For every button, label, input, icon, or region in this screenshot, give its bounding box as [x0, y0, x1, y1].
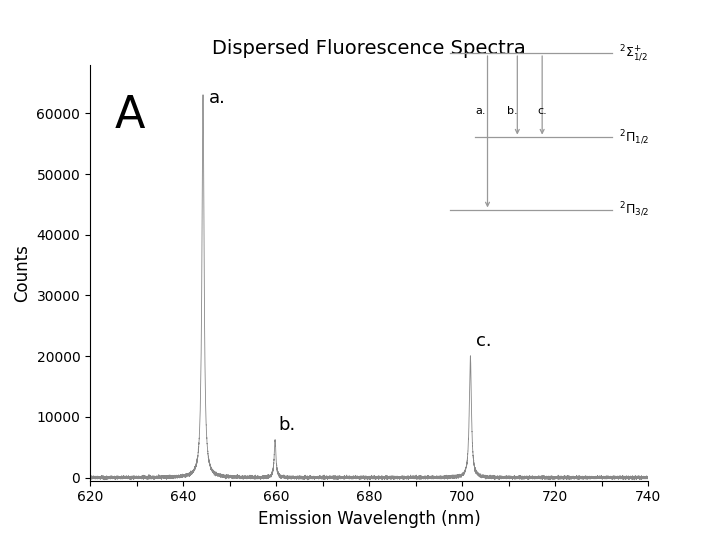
Text: $^{2}\Pi_{1/2}$: $^{2}\Pi_{1/2}$: [619, 129, 649, 147]
Text: a.: a.: [209, 89, 225, 107]
Text: A: A: [115, 94, 145, 137]
Text: a.: a.: [475, 106, 485, 117]
Y-axis label: Counts: Counts: [13, 244, 31, 302]
Text: b.: b.: [279, 416, 296, 434]
Text: $^{2}\Pi_{3/2}$: $^{2}\Pi_{3/2}$: [619, 201, 649, 219]
Text: b.: b.: [508, 106, 518, 117]
X-axis label: Emission Wavelength (nm): Emission Wavelength (nm): [258, 510, 480, 528]
Text: c.: c.: [476, 332, 492, 350]
Text: $^{2}\Sigma^{+}_{1/2}$: $^{2}\Sigma^{+}_{1/2}$: [619, 43, 648, 63]
Title: Dispersed Fluorescence Spectra: Dispersed Fluorescence Spectra: [212, 39, 526, 58]
Text: c.: c.: [537, 106, 547, 117]
